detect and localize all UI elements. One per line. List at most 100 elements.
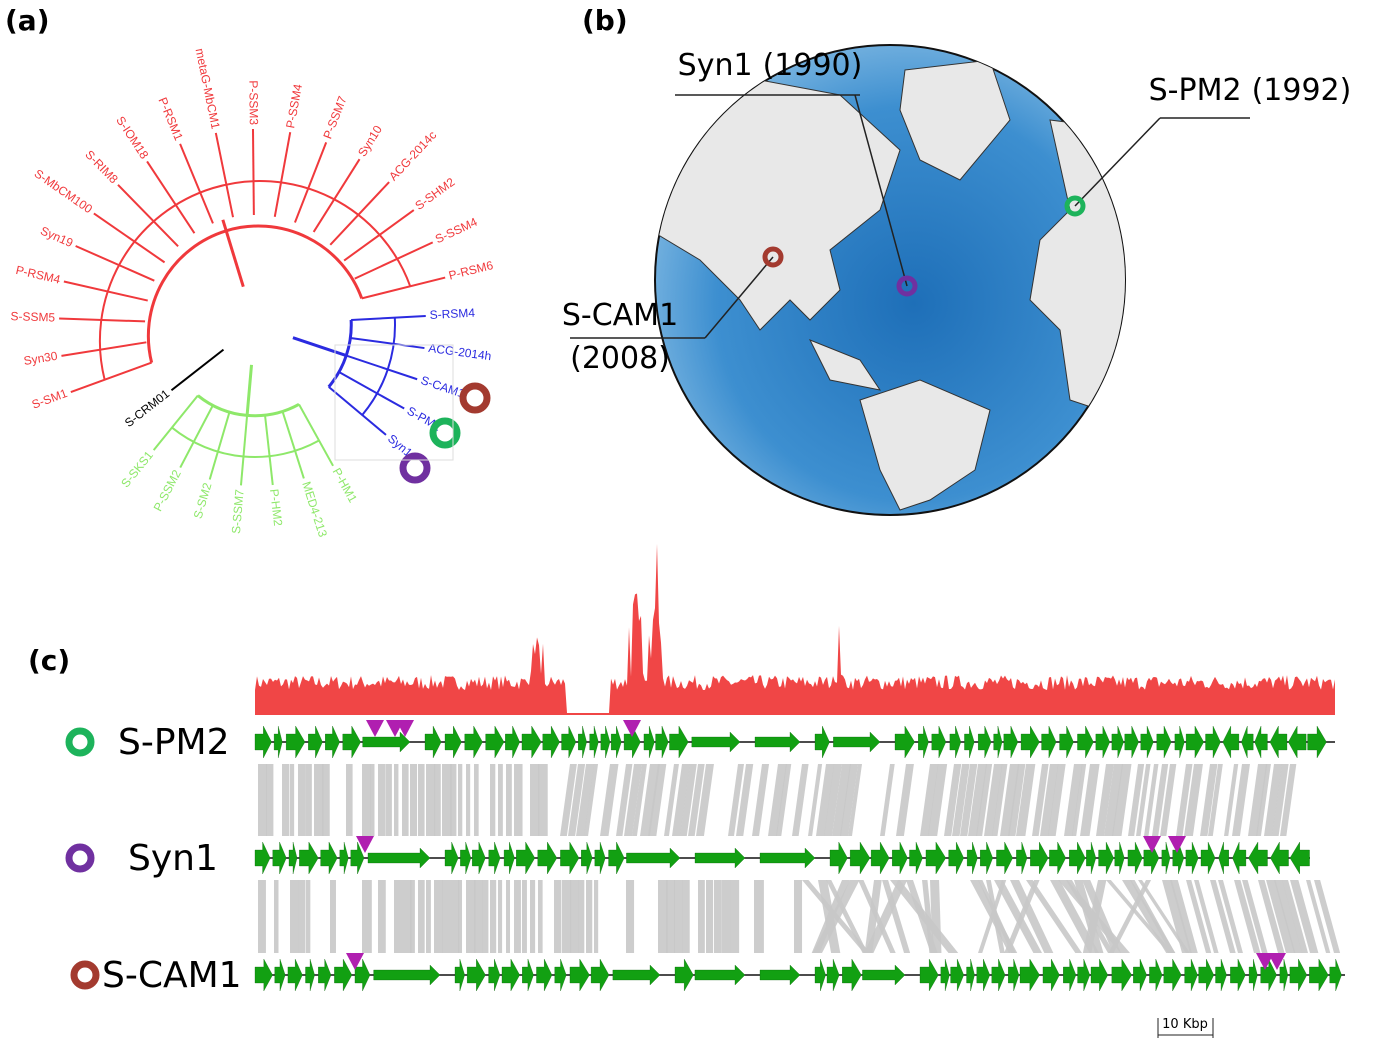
gene-arrow <box>1309 959 1328 991</box>
synteny-band <box>346 764 353 836</box>
gene-arrow <box>669 726 688 758</box>
gene-arrow <box>308 726 322 758</box>
gene-arrow <box>1004 726 1018 758</box>
gene-arrow <box>467 959 485 991</box>
gene-arrow <box>1270 842 1288 874</box>
gene-arrow <box>363 732 410 752</box>
gene-arrow <box>1175 726 1185 758</box>
gene-arrow <box>978 726 991 758</box>
synteny-band <box>442 880 450 953</box>
synteny-band <box>290 764 294 836</box>
gene-arrow <box>595 842 606 874</box>
gene-arrow <box>967 842 977 874</box>
panel-label: (a) <box>5 4 50 37</box>
gene-arrow <box>590 726 599 758</box>
gene-arrow <box>1043 959 1060 991</box>
gene-arrow <box>321 842 338 874</box>
leaf-label: S-SSM4 <box>433 215 480 247</box>
gene-arrow <box>1141 726 1154 758</box>
gene-arrow <box>1069 842 1085 874</box>
synteny-band <box>514 880 521 953</box>
gene-arrow <box>581 842 592 874</box>
gene-arrow <box>1241 726 1253 758</box>
gene-arrow <box>644 726 654 758</box>
gene-arrow <box>305 959 314 991</box>
synteny-band <box>880 764 895 836</box>
gene-arrow <box>1049 842 1065 874</box>
gene-arrow <box>286 726 305 758</box>
marker <box>463 386 487 410</box>
gene-arrow <box>1248 842 1267 874</box>
gene-arrow <box>465 726 483 758</box>
synteny-band <box>394 764 398 836</box>
leaf-label: S-SKS1 <box>118 448 156 490</box>
branch <box>350 338 424 348</box>
synteny-band <box>258 764 267 836</box>
gene-arrow <box>760 848 815 868</box>
gene-arrow <box>1091 959 1108 991</box>
synteny-band <box>362 764 371 836</box>
gene-arrow <box>578 726 586 758</box>
gene-arrow <box>1077 726 1093 758</box>
gene-arrow <box>1270 726 1287 758</box>
synteny-band <box>290 880 298 953</box>
gene-arrow <box>255 726 272 758</box>
gene-arrow <box>692 732 740 752</box>
synteny-band <box>386 764 392 836</box>
gene-arrow <box>918 726 928 758</box>
gene-arrow <box>1216 959 1227 991</box>
gene-arrow <box>288 959 302 991</box>
synteny-band <box>418 764 425 836</box>
synteny-band <box>698 880 705 953</box>
gene-arrow <box>1230 959 1245 991</box>
leaf-label: P-SSM2 <box>151 467 184 513</box>
synteny-band <box>666 880 675 953</box>
gene-arrow <box>755 732 800 752</box>
leaf-label: S-CRM01 <box>122 386 172 430</box>
synteny-band <box>394 880 402 953</box>
branch <box>265 415 273 485</box>
gene-arrow <box>1112 959 1132 991</box>
gene-arrow <box>842 959 861 991</box>
synteny-band <box>714 880 722 953</box>
leaf-label: P-SSM4 <box>283 83 305 130</box>
site-name: S-PM2 <box>1149 73 1242 108</box>
gene-arrow <box>833 732 880 752</box>
leaf-label: S-RSM4 <box>429 306 475 322</box>
branch <box>148 226 361 363</box>
synteny-band <box>306 880 310 953</box>
gene-arrow <box>850 842 870 874</box>
branch <box>71 363 152 392</box>
synteny-band <box>498 880 502 953</box>
gene-arrow <box>255 842 270 874</box>
gene-arrow <box>289 842 297 874</box>
gene-arrow <box>1164 959 1182 991</box>
synteny-band <box>362 880 372 953</box>
synteny-band <box>896 764 914 836</box>
synteny-band <box>378 764 386 836</box>
gene-arrow <box>560 842 579 874</box>
gene-arrow <box>871 842 889 874</box>
gene-arrow <box>570 959 590 991</box>
synteny-band <box>562 880 571 953</box>
branch <box>283 411 304 478</box>
gene-arrow <box>827 959 839 991</box>
gene-arrow <box>1060 726 1074 758</box>
gene-arrow <box>1030 842 1048 874</box>
gene-arrow <box>996 842 1012 874</box>
gene-arrow <box>522 726 541 758</box>
synteny-band <box>594 880 598 953</box>
gene-arrow <box>1232 842 1245 874</box>
leaf-label: ACG-2014h <box>428 341 493 363</box>
gene-arrow <box>1125 726 1139 758</box>
synteny-band <box>434 880 443 953</box>
gene-arrow <box>611 726 621 758</box>
gene-arrow <box>951 959 964 991</box>
gene-arrow <box>892 842 907 874</box>
gene-arrow <box>318 959 331 991</box>
leaf-label: S-IOM18 <box>113 114 151 162</box>
gene-arrow <box>1201 842 1215 874</box>
leaf-label: P-RSM4 <box>14 263 62 287</box>
gene-arrow <box>472 842 485 874</box>
genome-marker <box>69 731 91 753</box>
